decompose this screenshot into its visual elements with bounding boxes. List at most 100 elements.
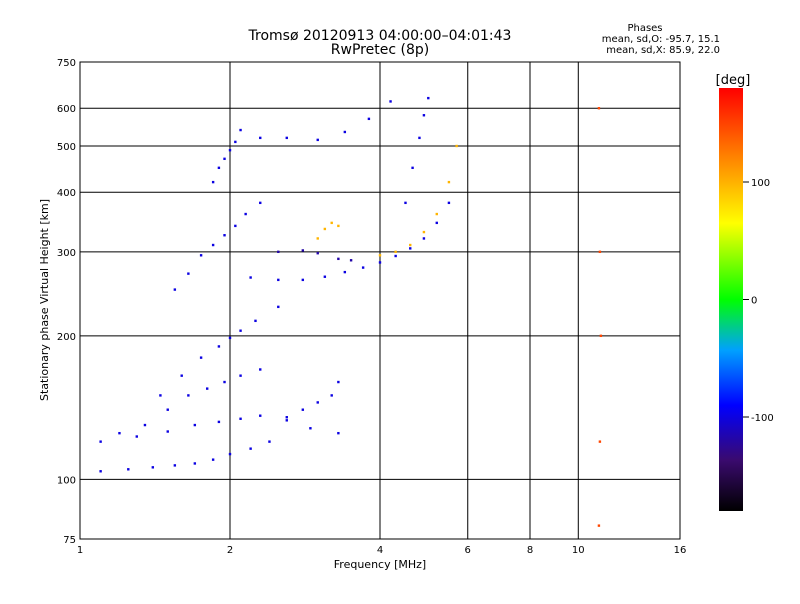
data-point [151, 466, 155, 469]
phases-info-title: Phases [627, 23, 662, 34]
x-tick-label: 6 [465, 545, 471, 556]
data-point [455, 144, 458, 148]
data-point [223, 380, 226, 384]
data-point [361, 266, 365, 269]
data-point [323, 275, 327, 278]
data-point [337, 431, 340, 435]
y-tick-label: 400 [57, 188, 76, 199]
data-point [234, 224, 237, 228]
data-point [404, 201, 407, 205]
data-point [277, 305, 280, 309]
data-point [187, 394, 190, 397]
data-point [217, 345, 221, 348]
data-point [599, 334, 603, 338]
data-point [285, 136, 288, 140]
data-point [259, 201, 262, 205]
y-tick-label: 600 [57, 104, 76, 115]
data-point [259, 414, 262, 417]
data-point [166, 430, 169, 433]
data-point [199, 356, 203, 359]
data-point [193, 462, 197, 465]
chart-subtitle: RwPretec (8p) [331, 42, 429, 58]
data-point [187, 272, 190, 275]
data-point [597, 107, 601, 110]
data-point [422, 114, 426, 117]
data-point [217, 420, 221, 424]
data-point [259, 136, 262, 140]
data-point [411, 166, 414, 170]
colorbar-ticks: 100 0 -100 [743, 178, 774, 424]
plot-frame [79, 61, 681, 540]
axis-ticks: 1 2 4 6 8 10 16 75 100 200 300 400 500 600 750 [57, 58, 686, 556]
data-point [193, 423, 197, 427]
data-point [598, 250, 602, 254]
data-point [277, 278, 280, 282]
data-point [409, 247, 412, 250]
data-point [285, 416, 288, 419]
data-point [99, 440, 102, 443]
data-point [217, 166, 221, 170]
data-point [418, 136, 421, 140]
data-point [323, 227, 327, 231]
data-point [316, 401, 319, 404]
data-point [285, 419, 288, 422]
y-tick-label: 750 [57, 58, 76, 69]
data-point [228, 148, 232, 152]
x-tick-label: 8 [527, 545, 533, 556]
data-point [301, 408, 305, 411]
data-point [447, 180, 451, 184]
x-tick-label: 1 [77, 545, 83, 556]
y-tick-label: 500 [57, 142, 76, 153]
y-tick-label: 75 [63, 535, 76, 546]
data-point [367, 117, 371, 121]
data-point [254, 319, 257, 323]
data-point [143, 423, 147, 427]
data-point [394, 250, 397, 254]
data-point [180, 374, 183, 377]
data-point [427, 96, 430, 100]
data-point [159, 394, 162, 397]
data-point [239, 329, 242, 332]
data-point [249, 276, 252, 279]
data-point [239, 374, 242, 377]
data-point [597, 524, 601, 527]
data-point [99, 470, 102, 473]
data-point [234, 140, 237, 144]
data-point [409, 243, 412, 247]
x-tick-label: 10 [572, 545, 585, 556]
data-point [435, 212, 438, 216]
phases-info-line-x: mean, sd,X: 85.9, 22.0 [606, 45, 720, 56]
colorbar-tick-label: -100 [751, 413, 774, 424]
data-point [301, 249, 305, 252]
data-point [301, 278, 305, 282]
data-point [211, 458, 215, 461]
data-point [447, 201, 451, 205]
data-point [249, 447, 252, 450]
data-point [211, 243, 215, 247]
y-tick-label: 300 [57, 248, 76, 259]
data-point [330, 221, 333, 225]
data-point [211, 180, 215, 184]
data-point [337, 224, 340, 228]
x-tick-label: 4 [377, 545, 383, 556]
chart-title: Tromsø 20120913 04:00:00–04:01:43 [248, 28, 512, 44]
data-points [99, 96, 603, 527]
data-point [422, 230, 426, 234]
data-point [259, 368, 262, 371]
data-point [422, 237, 426, 240]
data-point [343, 270, 347, 274]
data-point [239, 417, 242, 420]
data-point [173, 288, 177, 291]
data-point [316, 237, 319, 240]
data-point [316, 252, 319, 255]
data-point [343, 130, 347, 134]
data-point [277, 250, 280, 254]
data-point [173, 464, 177, 467]
y-axis-label: Stationary phase Virtual Height [km] [38, 199, 51, 401]
data-point [199, 254, 203, 257]
x-tick-label: 2 [227, 545, 233, 556]
data-point [223, 234, 226, 237]
data-point [228, 452, 232, 456]
data-point [435, 221, 438, 225]
